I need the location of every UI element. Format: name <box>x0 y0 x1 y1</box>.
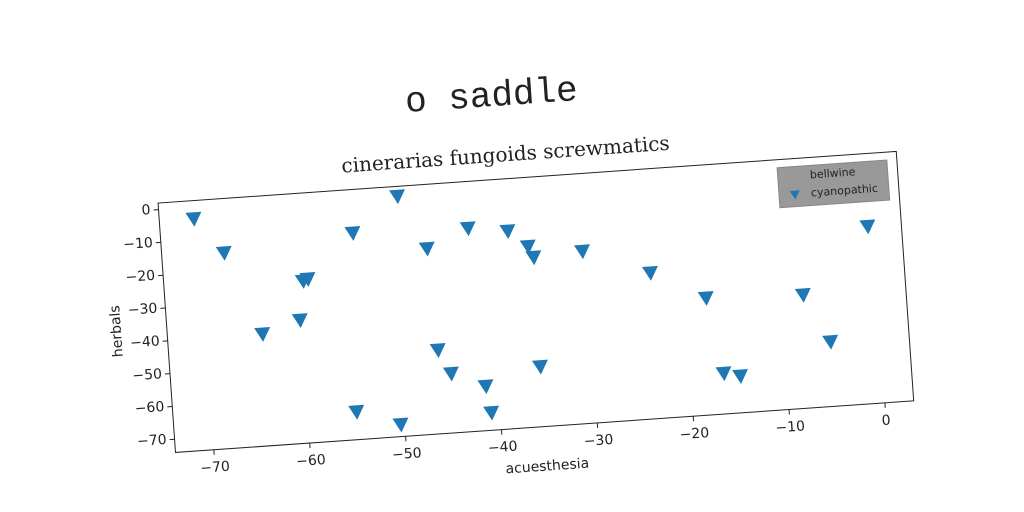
marker <box>215 245 232 261</box>
marker <box>859 219 876 235</box>
marker <box>477 379 494 395</box>
marker <box>291 313 308 329</box>
x-tick-label: −40 <box>487 439 518 457</box>
marker <box>459 221 476 237</box>
marker <box>519 239 536 255</box>
x-tick-label: −60 <box>296 452 327 470</box>
y-tick-label: 0 <box>141 202 151 219</box>
marker <box>531 359 548 375</box>
x-tick-label: −20 <box>679 425 710 443</box>
marker <box>499 224 516 239</box>
marker <box>418 241 435 257</box>
y-tick-label: −30 <box>127 301 158 319</box>
marker <box>348 404 365 420</box>
legend-marker <box>789 190 800 200</box>
rotated-figure: o saddle cinerarias fungoids screwmatics… <box>107 70 915 478</box>
marker <box>732 369 749 384</box>
y-tick-label: −20 <box>125 268 156 286</box>
marker <box>344 226 361 241</box>
marker <box>299 272 316 287</box>
marker <box>794 287 811 303</box>
legend-title: bellwine <box>809 165 856 181</box>
suptitle: o saddle <box>404 70 579 123</box>
marker <box>641 265 658 281</box>
marker <box>442 366 459 382</box>
x-tick-label: −50 <box>392 445 423 463</box>
legend-label: cyanopathic <box>810 182 878 200</box>
x-tick-label: 0 <box>881 412 891 429</box>
marker <box>254 326 271 342</box>
y-tick-label: −10 <box>123 235 154 253</box>
x-axis-label: acuesthesia <box>505 456 590 478</box>
marker <box>697 290 714 306</box>
plot-frame <box>157 150 915 453</box>
marker <box>483 405 500 421</box>
y-tick-label: −70 <box>137 432 168 450</box>
marker <box>822 334 839 350</box>
marker <box>573 244 590 260</box>
marker <box>389 189 405 205</box>
legend-box <box>776 159 891 209</box>
y-tick-label: −60 <box>134 399 165 417</box>
y-tick-label: −40 <box>130 333 161 351</box>
y-axis-label: herbals <box>107 305 127 358</box>
marker <box>715 366 732 382</box>
marker <box>392 417 409 433</box>
marker <box>429 343 446 358</box>
x-tick-label: −70 <box>200 459 231 477</box>
x-tick-label: −30 <box>583 432 614 450</box>
x-tick-label: −10 <box>775 418 806 436</box>
marker <box>185 211 202 227</box>
y-tick-label: −50 <box>132 366 163 384</box>
marker <box>525 250 542 266</box>
